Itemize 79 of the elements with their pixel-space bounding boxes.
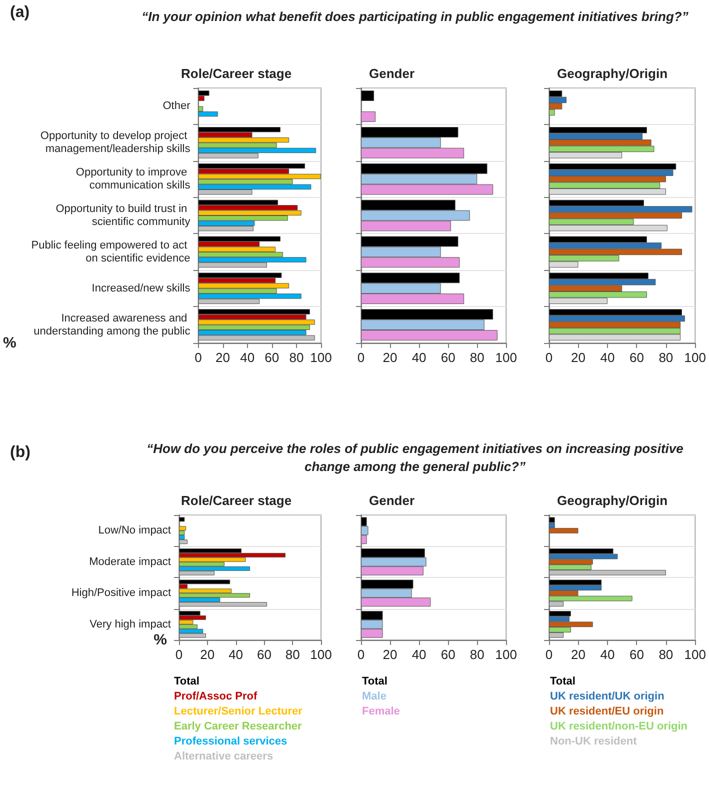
x-tick-label: 20 bbox=[570, 350, 586, 365]
x-tick-label: 60 bbox=[440, 647, 456, 662]
x-tick-label: 20 bbox=[200, 647, 215, 662]
x-tick-label: 80 bbox=[470, 350, 484, 365]
x-tick-label: 60 bbox=[629, 350, 644, 365]
text: (a) bbox=[10, 4, 30, 22]
x-tick-label: 60 bbox=[440, 350, 456, 365]
x-tick-label: 40 bbox=[600, 647, 615, 662]
x-tick-label: 0 bbox=[175, 647, 183, 662]
text: Professional services bbox=[174, 736, 288, 748]
y-tick-label: Increased/new skills bbox=[92, 282, 191, 294]
x-tick-label: 40 bbox=[600, 350, 615, 365]
text: “How do you perceive the roles of public engagement initiatives on increasing positive change among the general public?” bbox=[146, 440, 684, 476]
x-tick-label: 100 bbox=[684, 647, 706, 662]
bar bbox=[179, 580, 230, 584]
y-tick-label: Public feeling empowered to act on scientific evidence bbox=[31, 239, 190, 264]
text: Alternative careers bbox=[174, 750, 274, 762]
x-tick-label: 100 bbox=[684, 350, 706, 365]
x-tick-label: 100 bbox=[310, 647, 332, 662]
x-tick-label: 20 bbox=[216, 350, 230, 365]
text: Prof/Assoc Prof bbox=[174, 690, 258, 702]
x-tick-label: 80 bbox=[658, 647, 674, 662]
x-tick-label: 80 bbox=[658, 350, 674, 365]
bar bbox=[361, 111, 376, 122]
x-tick-label: 40 bbox=[240, 350, 255, 365]
x-tick-label: 0 bbox=[545, 350, 553, 365]
x-tick-label: 0 bbox=[357, 647, 365, 662]
text: Lecturer/Senior Lecturer bbox=[174, 706, 304, 718]
x-tick-label: 0 bbox=[357, 350, 365, 365]
text: “In your opinion what benefit does participating in public engagement initiatives bring?” bbox=[140, 8, 690, 26]
text: Male bbox=[362, 690, 386, 702]
chart-title: Geography/Origin bbox=[557, 493, 668, 508]
bar bbox=[361, 90, 374, 101]
x-tick-label: 0 bbox=[545, 647, 553, 662]
x-tick-label: 60 bbox=[629, 647, 644, 662]
chart-title: Role/Career stage bbox=[181, 493, 292, 508]
x-tick-label: 40 bbox=[228, 647, 244, 662]
x-tick-label: 20 bbox=[382, 647, 398, 662]
y-tick-label: Very high impact bbox=[90, 618, 171, 630]
text: UK resident/EU origin bbox=[550, 706, 664, 718]
chart-title: Geography/Origin bbox=[557, 66, 668, 81]
y-tick-label: Moderate impact bbox=[89, 556, 171, 568]
chart-title: Gender bbox=[369, 493, 415, 508]
text: (b) bbox=[10, 444, 30, 462]
x-axis-title: % bbox=[154, 632, 167, 648]
x-tick-label: 80 bbox=[289, 350, 304, 365]
text: Early Career Researcher bbox=[174, 720, 303, 732]
x-tick-label: 60 bbox=[264, 350, 280, 365]
chart-title: Gender bbox=[369, 66, 415, 81]
x-axis-title: % bbox=[2, 334, 16, 352]
y-tick-label: Opportunity to build trust in scientific community bbox=[56, 203, 191, 228]
x-tick-label: 0 bbox=[194, 350, 202, 365]
text: Non-UK resident bbox=[550, 736, 638, 748]
y-tick-label: Increased awareness and understanding among the public bbox=[34, 312, 191, 338]
x-tick-label: 100 bbox=[495, 350, 518, 365]
x-tick-label: 100 bbox=[310, 350, 332, 365]
y-tick-label: Low/No impact bbox=[98, 524, 171, 537]
x-tick-label: 40 bbox=[412, 350, 426, 365]
text: Total bbox=[174, 676, 200, 688]
x-tick-label: 80 bbox=[470, 647, 484, 662]
chart-title: Role/Career stage bbox=[181, 66, 292, 81]
y-tick-label: Opportunity to improve communication skills bbox=[76, 166, 191, 192]
x-tick-label: 40 bbox=[412, 647, 426, 662]
y-tick-label: High/Positive impact bbox=[71, 587, 171, 600]
text: Female bbox=[362, 706, 400, 718]
bar bbox=[179, 517, 185, 522]
x-tick-label: 100 bbox=[495, 647, 518, 662]
x-tick-label: 20 bbox=[570, 647, 586, 662]
x-tick-label: 20 bbox=[382, 350, 398, 365]
text: Total bbox=[362, 676, 388, 688]
x-tick-label: 60 bbox=[256, 647, 272, 662]
x-tick-label: 80 bbox=[285, 647, 300, 662]
bar bbox=[179, 526, 186, 531]
bar bbox=[179, 633, 206, 638]
text: UK resident/UK origin bbox=[550, 690, 665, 702]
y-tick-label: Opportunity to develop project management/leadership skills bbox=[40, 130, 191, 156]
text: Total bbox=[550, 676, 576, 688]
y-tick-label: Other bbox=[162, 100, 191, 112]
text: UK resident/non-EU origin bbox=[550, 720, 688, 732]
